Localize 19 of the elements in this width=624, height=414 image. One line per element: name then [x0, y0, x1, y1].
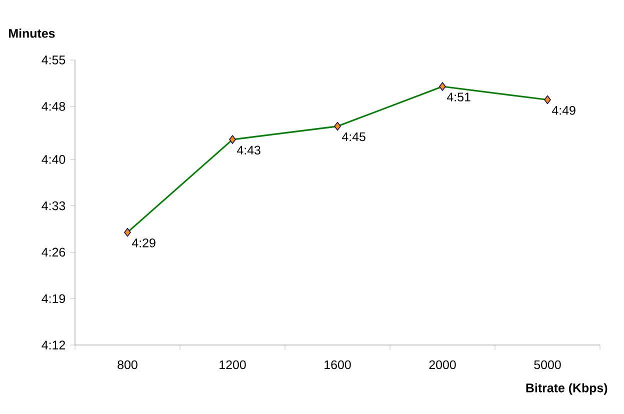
y-tick-label: 4:40 — [42, 155, 66, 164]
y-axis-title: Minutes — [9, 28, 55, 38]
data-label: 4:29 — [132, 238, 156, 248]
data-label: 4:43 — [236, 146, 260, 155]
y-tick-label: 4:19 — [42, 294, 66, 304]
x-tick-label: 2000 — [429, 360, 456, 370]
x-tick-label: 5000 — [534, 360, 561, 370]
x-axis-title: Bitrate (Kbps) — [526, 383, 608, 395]
x-tick-label: 1200 — [220, 360, 246, 370]
y-tick-label: 4:26 — [42, 248, 66, 257]
y-tick-label: 4:48 — [42, 102, 66, 111]
data-label: 4:51 — [446, 92, 470, 102]
y-tick-label: 4:33 — [42, 201, 66, 210]
data-label: 4:45 — [342, 132, 366, 142]
y-tick-label: 4:12 — [42, 340, 66, 350]
x-tick-label: 800 — [118, 360, 138, 370]
y-tick-label: 4:55 — [42, 56, 66, 64]
x-tick-label: 1600 — [324, 360, 351, 370]
data-label: 4:49 — [552, 106, 576, 115]
